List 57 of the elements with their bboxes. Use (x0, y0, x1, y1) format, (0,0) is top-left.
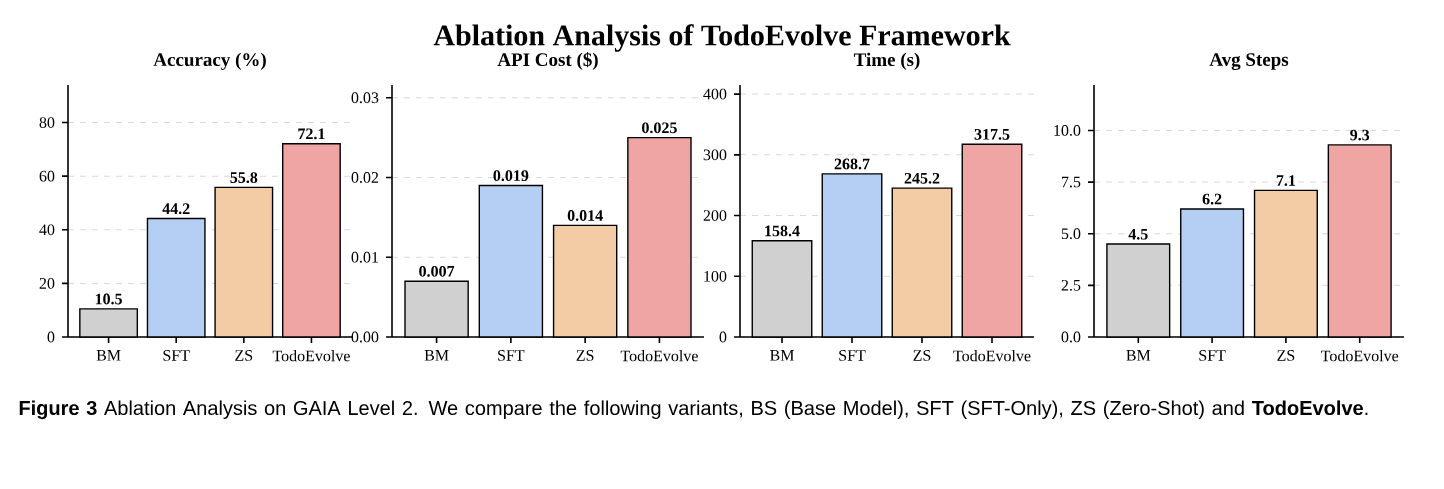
data-label: 72.1 (298, 128, 325, 140)
x-tick-label: TodoEvolve (620, 350, 698, 362)
x-tick-label: SFT (839, 350, 866, 361)
x-tick-label: ZS (576, 350, 594, 361)
x-tick-label: TodoEvolve (1321, 350, 1399, 362)
data-label: 0.025 (642, 122, 677, 134)
x-tick-label: ZS (913, 350, 931, 361)
y-tick-label: 40 (39, 224, 55, 236)
y-tick-label: 100 (704, 270, 727, 282)
data-label: 44.2 (162, 203, 190, 215)
data-label: 6.2 (1202, 193, 1222, 205)
data-label: 55.8 (230, 172, 258, 184)
y-tick-label: 0.03 (351, 92, 379, 104)
data-label: 0.007 (419, 265, 455, 277)
data-label: 317.5 (974, 128, 1010, 140)
y-tick-label: 200 (703, 210, 727, 221)
chart-title: Accuracy (%) (153, 52, 266, 70)
y-tick-label: 5.0 (1061, 228, 1081, 240)
text: Ablation Analysis of TodoEvolve Framework (433, 24, 1011, 52)
y-tick-label: 300 (703, 149, 727, 161)
x-tick-label: ZS (1277, 350, 1295, 361)
y-tick-label: 0 (719, 331, 727, 343)
data-label: 10.5 (95, 293, 122, 305)
data-label: 4.5 (1128, 228, 1148, 240)
y-tick-label: 10.0 (1054, 125, 1081, 136)
x-tick-label: SFT (163, 350, 190, 361)
data-label: 0.019 (493, 170, 529, 182)
y-tick-label: 2.5 (1061, 279, 1081, 291)
y-tick-label: 0 (47, 331, 55, 343)
x-tick-label: ZS (235, 350, 253, 361)
y-tick-label: 7.5 (1062, 176, 1081, 188)
y-tick-label: 0.00 (351, 331, 379, 343)
text: Figure 3 Ablation Analysis on GAIA Level 2. We compare the following variants, BS (Base Model), SFT (SFT-Only), ZS (Zero-Shot) and TodoEvolve. (19, 400, 1368, 420)
x-tick-label: BM (1126, 350, 1151, 361)
data-label: 268.7 (834, 158, 870, 170)
chart-title: Avg Steps (1209, 53, 1289, 70)
data-label: 9.3 (1350, 129, 1370, 141)
y-tick-label: 0.01 (351, 251, 378, 263)
y-tick-label: 20 (39, 278, 55, 289)
y-tick-label: 60 (39, 170, 55, 182)
y-tick-label: 0.0 (1061, 331, 1081, 343)
data-label: 0.014 (567, 210, 603, 221)
x-tick-label: TodoEvolve (953, 350, 1031, 362)
chart-title: API Cost ($) (497, 52, 598, 70)
y-tick-label: 0.02 (351, 172, 379, 183)
y-tick-label: 80 (39, 117, 55, 128)
x-tick-label: SFT (1199, 350, 1226, 361)
y-tick-label: 400 (703, 88, 727, 100)
x-tick-label: BM (770, 350, 794, 361)
data-label: 158.4 (765, 225, 800, 237)
chart-title: Time (s) (853, 52, 920, 70)
x-tick-label: BM (96, 350, 121, 361)
x-tick-label: TodoEvolve (272, 350, 350, 362)
data-label: 245.2 (904, 172, 940, 184)
data-label: 7.1 (1276, 175, 1296, 186)
x-tick-label: BM (424, 350, 449, 361)
x-tick-label: SFT (498, 350, 525, 361)
